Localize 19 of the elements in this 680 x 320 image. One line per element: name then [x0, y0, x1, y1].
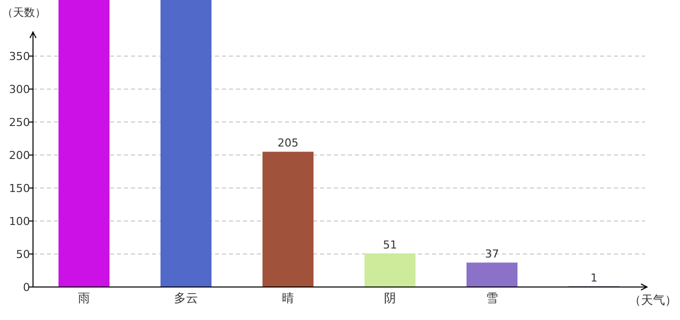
data-label: 51	[383, 238, 397, 252]
x-axis-title: （天气）	[629, 293, 677, 307]
x-tick-label: 阴	[384, 291, 396, 305]
data-label: 205	[278, 136, 298, 150]
y-tick-label: 300	[9, 83, 30, 96]
y-tick-label: 250	[9, 116, 30, 130]
y-tick-label: 100	[9, 215, 30, 228]
y-tick-label: 0	[23, 281, 30, 294]
x-tick-label: 多云	[174, 291, 198, 305]
y-tick-label: 150	[9, 182, 30, 196]
y-tick-label: 200	[9, 149, 30, 162]
y-tick-label: 50	[16, 248, 30, 262]
data-label: 37	[485, 248, 499, 261]
x-tick-label: 雨	[78, 291, 90, 305]
y-tick-label: 350	[9, 50, 30, 64]
x-tick-label: 晴	[282, 291, 294, 305]
y-axis-title: （天数）	[2, 6, 46, 19]
x-tick-label: 雪	[486, 291, 498, 305]
data-label: 1	[590, 271, 598, 284]
